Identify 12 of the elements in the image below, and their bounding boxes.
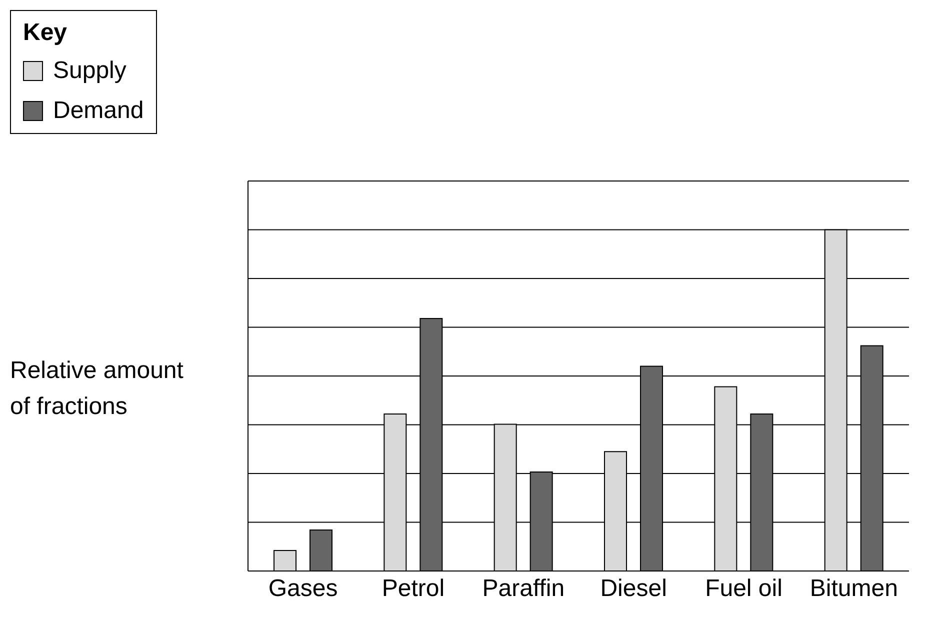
bar — [310, 530, 332, 571]
x-tick-label: Diesel — [600, 575, 667, 602]
y-axis-title: Relative amount of fractions — [10, 356, 184, 422]
x-tick-label: Gases — [268, 575, 338, 602]
x-tick-label: Fuel oil — [705, 575, 782, 602]
x-tick-label: Petrol — [382, 575, 445, 602]
x-tick-label: Bitumen — [810, 575, 898, 602]
legend-label: Demand — [53, 97, 144, 125]
x-tick-label: Paraffin — [482, 575, 565, 602]
legend-title: Key — [23, 19, 68, 47]
bar — [274, 550, 296, 571]
legend-label: Supply — [53, 57, 126, 85]
